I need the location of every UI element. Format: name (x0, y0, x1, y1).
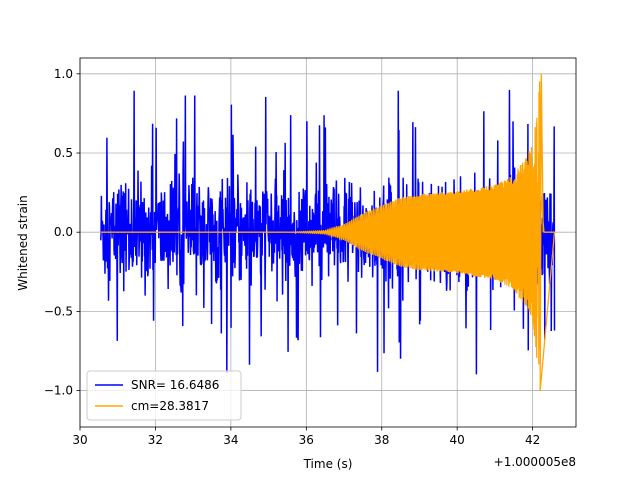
x-tick-label: 36 (299, 433, 314, 447)
x-tick-label: 30 (72, 433, 87, 447)
x-tick-label: 38 (374, 433, 389, 447)
y-tick-label: 1.0 (54, 67, 73, 81)
y-tick-label: −1.0 (44, 384, 73, 398)
y-tick-label: 0.0 (54, 225, 73, 239)
legend-box (86, 370, 242, 421)
x-tick-label: 34 (223, 433, 238, 447)
series-line-cm (100, 73, 556, 391)
x-tick-label: 42 (525, 433, 540, 447)
legend-label-snr: SNR= 16.6486 (131, 378, 219, 392)
y-axis-label: Whitened strain (16, 195, 30, 291)
series-layer (100, 73, 556, 391)
legend: SNR= 16.6486 cm=28.3817 (86, 370, 242, 421)
x-tick-label: 32 (148, 433, 163, 447)
x-axis-label: Time (s) (303, 457, 353, 471)
y-tick-label: −0.5 (44, 304, 73, 318)
x-offset-label: +1.000005e8 (494, 455, 576, 469)
plot-frame (79, 57, 577, 428)
x-tick-label: 40 (450, 433, 465, 447)
legend-label-cm: cm=28.3817 (131, 399, 209, 413)
tick-layer: 30 32 34 36 38 40 42 1.0 0.5 0.0 −0.5 −1.0 (44, 67, 540, 447)
y-tick-label: 0.5 (54, 146, 73, 160)
